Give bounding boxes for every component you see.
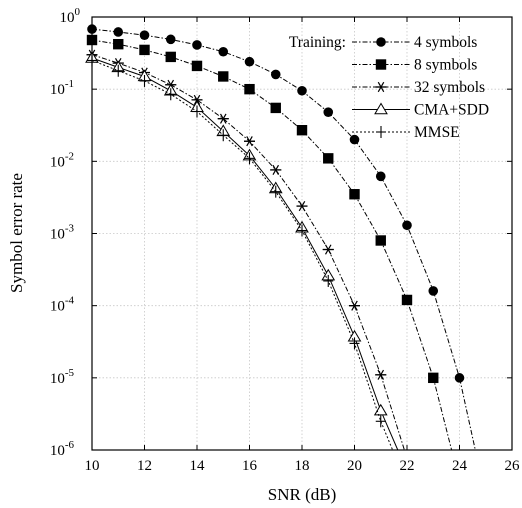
data-point (244, 83, 255, 95)
data-point (375, 369, 387, 380)
legend-title: Training: (289, 34, 346, 51)
data-point (191, 60, 203, 72)
data-point (349, 189, 360, 200)
series-line (91, 54, 405, 451)
data-point (454, 373, 465, 383)
data-point (402, 220, 412, 231)
data-point (139, 74, 150, 87)
data-point (428, 286, 439, 296)
plot-frame (91, 16, 513, 451)
series-layer (85, 24, 476, 451)
data-point (270, 164, 282, 175)
data-point (428, 372, 439, 384)
data-point (217, 113, 229, 124)
y-tick-label: 10-5 (50, 367, 75, 387)
data-point (297, 224, 307, 237)
data-point (113, 38, 124, 50)
legend-label: 8 symbols (414, 57, 477, 74)
series-line (91, 59, 394, 451)
y-tick-label: 10-2 (50, 150, 74, 170)
data-point (191, 94, 203, 105)
legend-label: CMA+SDD (414, 102, 489, 119)
data-point (218, 46, 229, 57)
legend: Training: 4 symbols 8 symbols 32 symbols CMA… (289, 34, 489, 141)
data-point (349, 134, 360, 145)
legend-label: 32 symbols (414, 79, 485, 96)
data-point (349, 337, 360, 350)
data-point (375, 235, 386, 246)
series-line (91, 28, 476, 451)
data-point (165, 51, 176, 63)
x-tick-label: 22 (400, 458, 415, 474)
x-tick-label: 12 (137, 458, 152, 474)
data-point (270, 69, 281, 80)
data-point (192, 105, 202, 118)
series-line (91, 39, 453, 451)
y-tick-label: 100 (60, 6, 81, 26)
data-point (297, 85, 307, 96)
series-8-symbols (86, 34, 453, 451)
data-point (322, 244, 334, 255)
x-tick-label: 18 (295, 458, 310, 474)
y-tick-label: 10-4 (50, 295, 75, 315)
y-axis-label: Symbol error rate (7, 173, 26, 293)
legend-marker (374, 102, 388, 115)
x-axis-label: SNR (dB) (268, 485, 336, 504)
legend-marker (376, 37, 386, 47)
data-point (192, 40, 202, 50)
y-tick-label: 10-6 (50, 439, 75, 459)
series-4-symbols (87, 24, 476, 451)
data-point (139, 44, 150, 56)
data-point (244, 152, 255, 165)
data-point (323, 274, 334, 287)
data-point (270, 185, 281, 198)
x-tick-label: 10 (85, 458, 100, 474)
legend-label: MMSE (414, 124, 460, 141)
data-point (401, 294, 413, 306)
axis-ticks: 10 12 14 16 18 20 22 24 26 100 10-1 10-2 10-3 10-4 10-… (50, 6, 520, 474)
x-tick-label: 26 (505, 458, 521, 474)
y-tick-label: 10-3 (50, 223, 75, 243)
data-point (349, 300, 360, 311)
x-tick-label: 20 (347, 458, 362, 474)
series-cma-sdd (85, 51, 399, 451)
legend-marker (376, 126, 386, 138)
series-mmse (87, 54, 394, 451)
data-point (113, 27, 124, 37)
x-tick-label: 14 (190, 458, 206, 474)
legend-marker (375, 81, 387, 93)
data-point (218, 71, 229, 82)
x-tick-label: 16 (242, 458, 258, 474)
legend-label: 4 symbols (414, 34, 477, 51)
data-point (139, 30, 150, 40)
data-point (323, 153, 334, 164)
data-point (244, 56, 255, 67)
data-point (270, 102, 281, 114)
data-point (375, 171, 386, 182)
data-point (165, 34, 176, 45)
series-line (91, 57, 399, 451)
data-point (244, 136, 255, 147)
data-point (165, 88, 176, 101)
data-point (296, 200, 308, 212)
data-point (323, 107, 334, 117)
data-point (375, 415, 386, 428)
data-point (113, 64, 124, 77)
x-tick-label: 24 (452, 458, 468, 474)
data-point (296, 125, 308, 136)
data-point (373, 403, 388, 416)
data-point (218, 129, 229, 142)
legend-marker (375, 59, 387, 70)
y-tick-label: 10-1 (50, 78, 74, 98)
